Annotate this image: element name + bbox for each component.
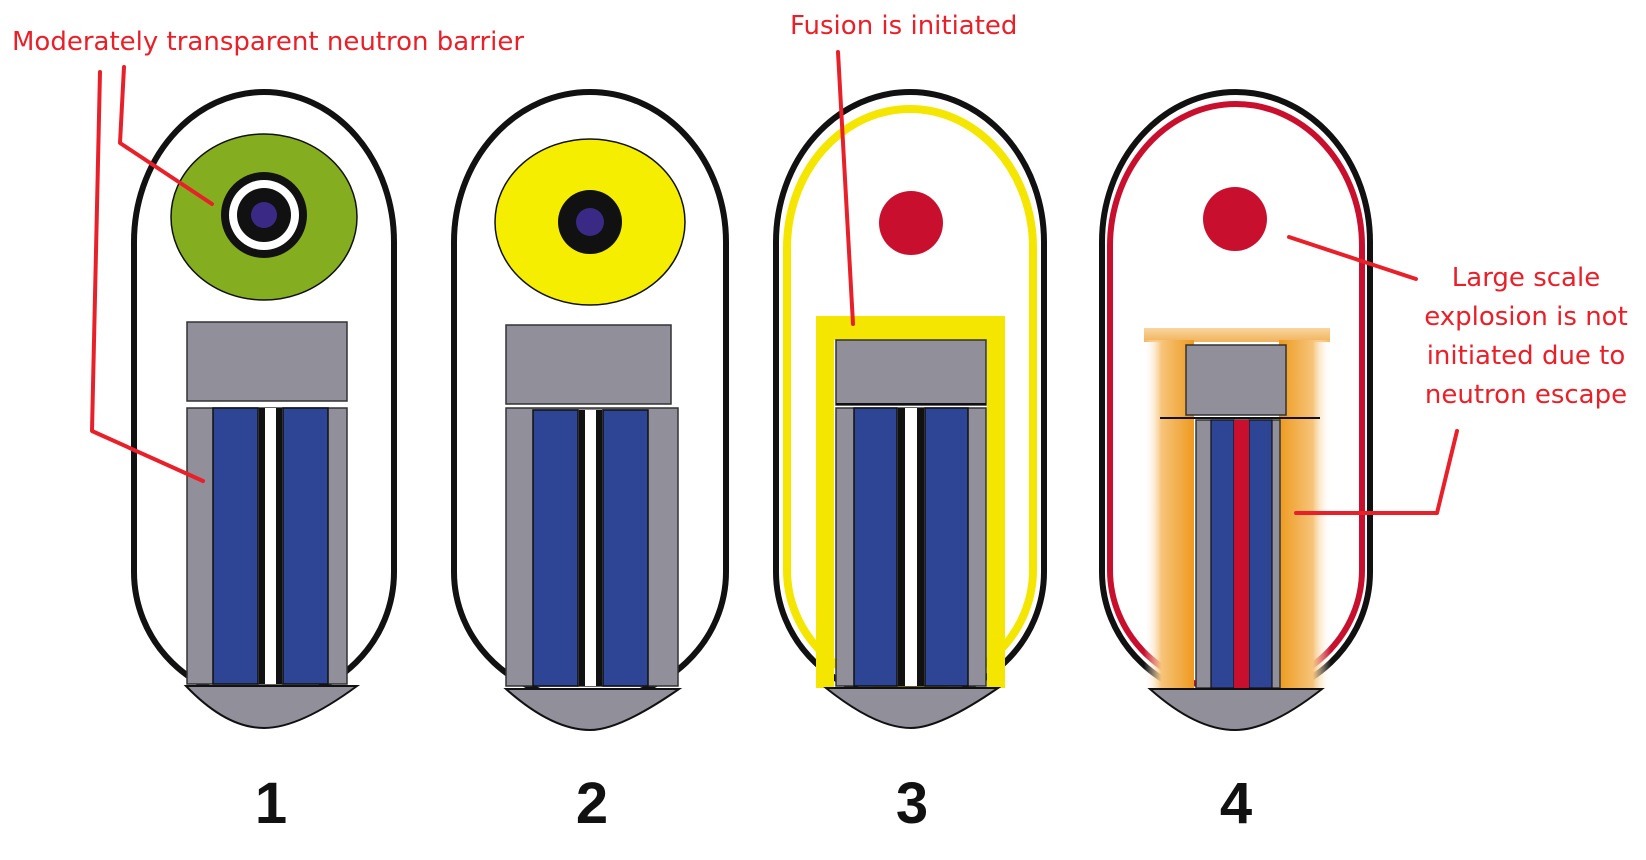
stage-4 — [1099, 89, 1373, 732]
explosion-annotation-line-1: Large scale — [1452, 263, 1600, 293]
primary-core — [251, 202, 277, 228]
fuel-column-right — [602, 409, 649, 687]
spark-plug-core — [905, 408, 917, 686]
stage-2 — [451, 89, 729, 732]
neutron-escape-cap — [1144, 328, 1330, 342]
fireball — [1203, 187, 1267, 251]
base-plug — [503, 688, 683, 732]
fusion-leader — [836, 50, 855, 326]
fuel-column-left — [532, 409, 579, 687]
radiation-channel-top — [816, 316, 1005, 340]
explosion-annotation-line-4: neutron escape — [1425, 380, 1627, 410]
base-plug — [823, 687, 1002, 730]
interstage-block — [835, 339, 987, 406]
fuel-column-left — [1210, 419, 1235, 689]
interstage-block — [505, 324, 672, 405]
stage-3 — [773, 89, 1047, 730]
stage-number-1: 1 — [255, 771, 287, 836]
explosion-annotation-line-3: initiated due to — [1427, 341, 1626, 371]
base-plug — [1147, 688, 1325, 732]
barrier-annotation: Moderately transparent neutron barrier — [12, 27, 524, 57]
fuel-column-left — [853, 407, 898, 687]
stage-number-3: 3 — [896, 771, 928, 836]
stage-number-4: 4 — [1220, 771, 1252, 836]
explosion-leader-to-fireball — [1287, 235, 1418, 281]
stage-1 — [131, 89, 397, 730]
primary-core — [576, 208, 604, 236]
interstage-block — [186, 321, 348, 402]
base-plug — [183, 685, 361, 730]
spark-plug-core — [265, 408, 276, 684]
annotation-leaders — [90, 50, 1459, 515]
fuel-column-right — [282, 407, 329, 685]
interstage-block — [1185, 344, 1287, 416]
barrier-leader-to-casing — [90, 70, 205, 483]
fuel-column-left — [212, 407, 259, 685]
explosion-leader-to-escape — [1294, 429, 1459, 515]
fusion-annotation: Fusion is initiated — [790, 11, 1017, 41]
spark-plug-core — [585, 410, 596, 686]
compressed-spark-plug — [1234, 420, 1249, 688]
fireball — [879, 191, 943, 255]
fuel-column-right — [1248, 419, 1273, 689]
radiation-channel-right — [987, 316, 1005, 688]
stage-number-2: 2 — [576, 771, 608, 836]
explosion-annotation-line-2: explosion is not — [1424, 302, 1628, 332]
radiation-channel-left — [816, 316, 834, 688]
barrier-leader-to-shell — [118, 65, 214, 206]
fuel-column-right — [924, 407, 969, 687]
